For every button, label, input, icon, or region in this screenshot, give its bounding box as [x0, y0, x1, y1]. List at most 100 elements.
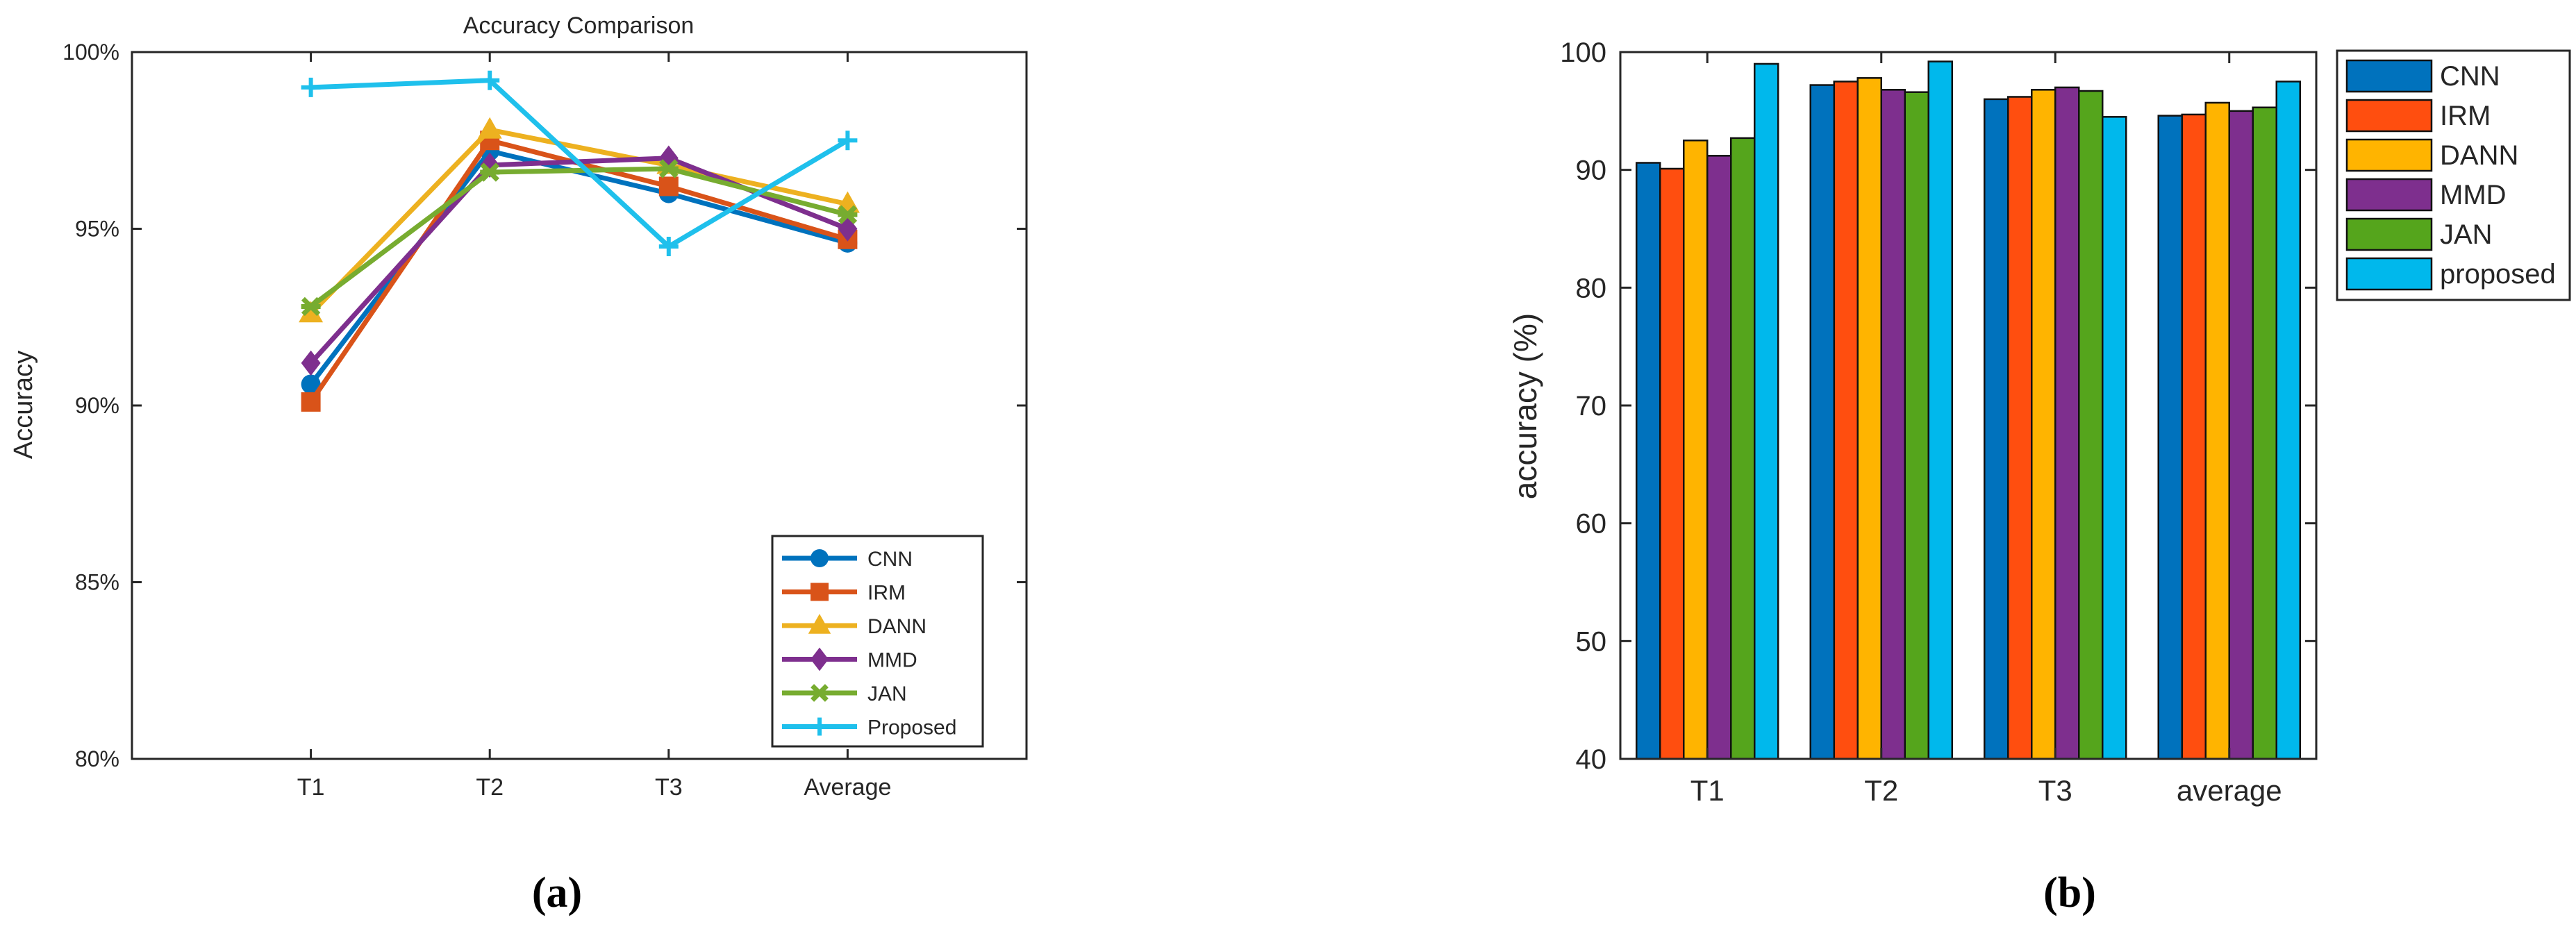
series-proposed: [301, 70, 858, 256]
bar-dann-t3: [2031, 89, 2056, 760]
legend-item-mmd: MMD: [782, 647, 917, 672]
legend-item-proposed: Proposed: [782, 717, 956, 739]
data-point-jan-average: [838, 205, 858, 224]
legend-marker: [811, 647, 829, 671]
bar-chart-y-axis-label: accuracy (%): [1507, 313, 1543, 499]
bar-mmd-average: [2228, 110, 2254, 760]
caption-b: (b): [2043, 869, 2096, 917]
data-point-dann-t1: [299, 301, 324, 323]
bar-chart-axes: [1619, 51, 2318, 760]
data-point-proposed-t3: [658, 236, 679, 256]
bar-jan-t2: [1904, 91, 1929, 760]
legend-swatch: [2345, 99, 2433, 133]
data-point-proposed-t2: [480, 70, 500, 90]
legend-item-proposed: proposed: [2345, 257, 2556, 291]
x-tick-label-t2: T2: [476, 774, 504, 801]
bar-proposed-t2: [1927, 60, 1953, 760]
legend-label: CNN: [867, 548, 913, 571]
bar-chart-legend: CNN IRM DANN MMD JAN proposed: [2336, 49, 2571, 301]
line-chart-axes: [131, 51, 1028, 760]
bar-proposed-t1: [1754, 62, 1779, 760]
data-point-proposed-t1: [301, 77, 321, 97]
legend-item-jan: JAN: [2345, 217, 2493, 251]
y-tick-label: 80: [1576, 273, 1607, 303]
legend-marker: [811, 583, 829, 601]
data-point-jan-t2: [480, 162, 500, 182]
legend-label: IRM: [867, 582, 906, 605]
bar-dann-t1: [1683, 140, 1709, 760]
legend-box: [771, 535, 984, 748]
legend-label: CNN: [2440, 61, 2500, 92]
legend-label: MMD: [867, 649, 917, 672]
y-tick-label: 60: [1576, 509, 1607, 539]
bar-mmd-t3: [2054, 86, 2080, 760]
bar-irm-average: [2181, 113, 2207, 760]
y-tick-label: 80%: [75, 746, 119, 771]
line-chart-title: Accuracy Comparison: [463, 12, 695, 39]
y-tick-label: 100%: [63, 40, 119, 65]
data-point-cnn-t1: [301, 374, 321, 394]
bar-dann-average: [2204, 101, 2230, 760]
bar-cnn-t1: [1636, 162, 1661, 760]
y-tick-label: 90%: [75, 393, 119, 418]
y-tick-label: 85%: [75, 570, 119, 595]
data-point-irm-t1: [301, 392, 321, 412]
data-point-jan-t1: [301, 296, 321, 317]
y-tick-label: 40: [1576, 744, 1607, 775]
x-tick-label-t1: T1: [1690, 774, 1725, 807]
bar-chart-panel: 40 50 60 70 80 90 100 T1 T2 T3 average accuracy (%…: [1507, 37, 2571, 917]
legend-item-irm: IRM: [2345, 99, 2491, 133]
legend-swatch: [2345, 178, 2433, 212]
bar-irm-t3: [2007, 96, 2033, 760]
bar-irm-t2: [1833, 81, 1859, 760]
data-point-mmd-t1: [301, 350, 321, 376]
bar-cnn-t2: [1809, 84, 1835, 760]
series-cnn: [301, 141, 858, 394]
legend-label: DANN: [2440, 140, 2518, 171]
bar-cnn-t3: [1984, 98, 2009, 760]
data-point-jan-t3: [658, 159, 679, 178]
line-chart-tick-labels: 80% 85% 90% 95% 100% T1 T2 T3 Average: [63, 40, 891, 801]
x-tick-label-average: average: [2177, 774, 2282, 807]
legend-item-mmd: MMD: [2345, 178, 2507, 212]
data-point-dann-t2: [477, 117, 502, 139]
line-chart-legend: CNN IRM DANN MMD JAN Proposed: [771, 535, 984, 748]
bar-proposed-average: [2275, 81, 2301, 760]
x-tick-label-t3: T3: [2038, 774, 2072, 807]
bar-dann-t2: [1856, 77, 1882, 760]
legend-label: Proposed: [867, 717, 956, 739]
y-tick-label: 100: [1560, 37, 1606, 68]
legend-label: JAN: [867, 683, 907, 705]
legend-swatch: [2345, 138, 2433, 172]
legend-label: IRM: [2440, 101, 2491, 131]
legend-item-cnn: CNN: [782, 548, 913, 571]
legend-marker: [808, 614, 831, 634]
legend-swatch: [2345, 59, 2433, 93]
bar-mmd-t1: [1706, 155, 1732, 760]
bar-jan-average: [2252, 106, 2277, 760]
series-line-dann: [309, 127, 849, 316]
series-line-proposed: [310, 78, 849, 249]
legend-item-jan: JAN: [782, 683, 907, 705]
legend-label: MMD: [2440, 180, 2507, 210]
y-tick-label: 90: [1576, 156, 1607, 186]
bar-chart-bars: [1636, 60, 2301, 760]
legend-swatch: [2345, 257, 2433, 291]
legend-label: JAN: [2440, 219, 2493, 250]
y-tick-label: 95%: [75, 217, 119, 242]
x-tick-label-t3: T3: [655, 774, 683, 801]
bar-chart-tick-labels: 40 50 60 70 80 90 100 T1 T2 T3 average: [1560, 37, 2282, 807]
bar-cnn-average: [2157, 115, 2183, 760]
legend-item-dann: DANN: [782, 614, 926, 638]
legend-swatch: [2345, 217, 2433, 251]
legend-label: proposed: [2440, 259, 2556, 290]
caption-a: (a): [532, 869, 582, 917]
x-tick-label-average: Average: [804, 774, 891, 801]
bar-irm-t1: [1659, 167, 1685, 760]
x-tick-label-t2: T2: [1864, 774, 1898, 807]
legend-marker: [811, 717, 829, 736]
y-tick-label: 50: [1576, 626, 1607, 657]
bar-mmd-t2: [1880, 89, 1906, 760]
bar-jan-t3: [2078, 90, 2104, 760]
